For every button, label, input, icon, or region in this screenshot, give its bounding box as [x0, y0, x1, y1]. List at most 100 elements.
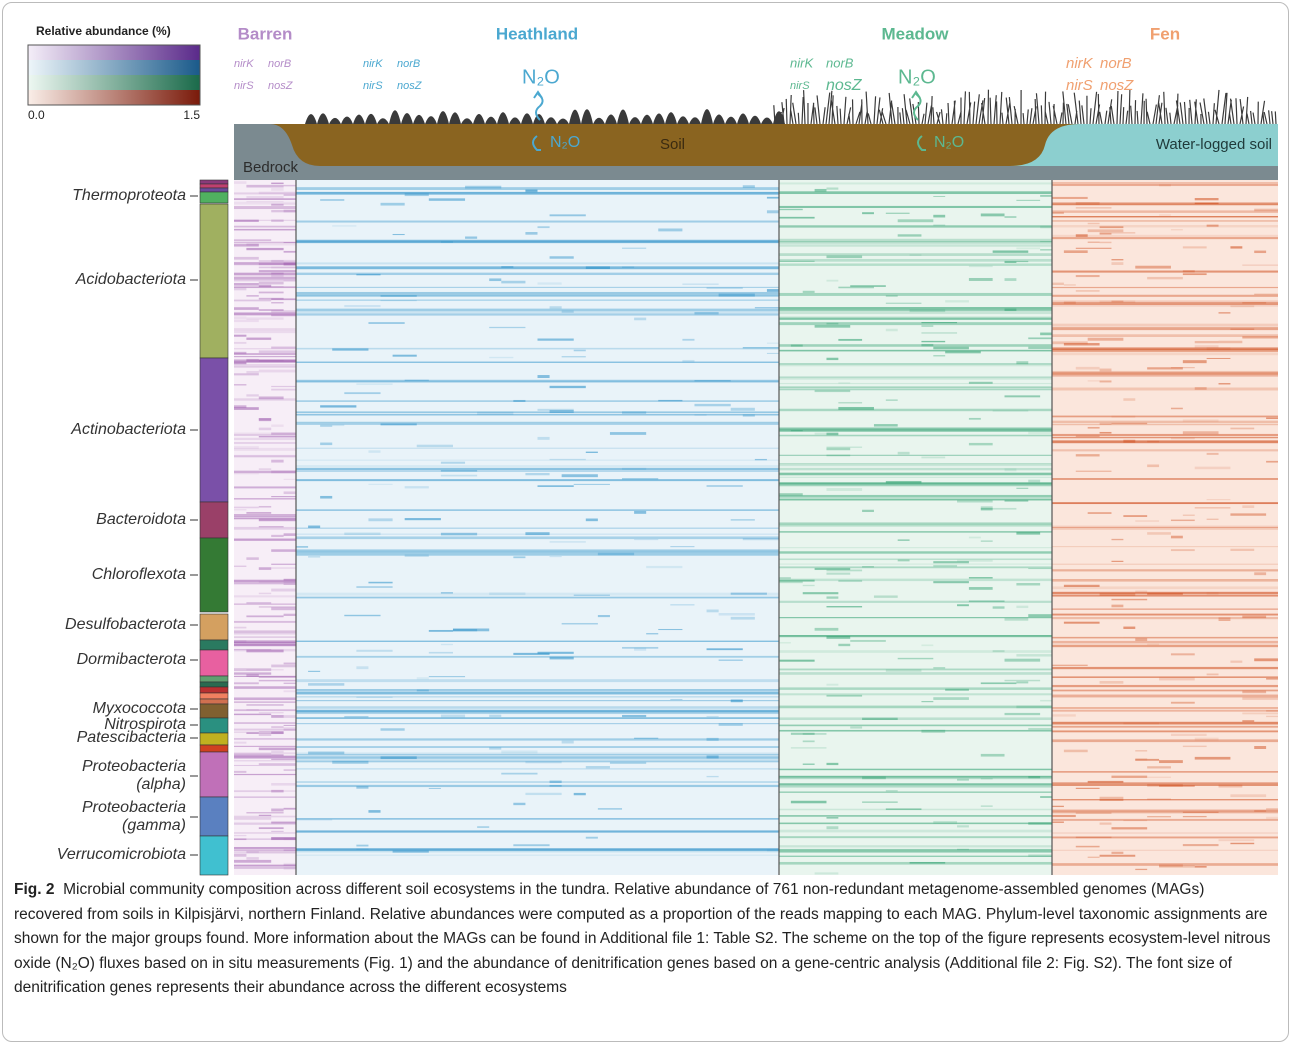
ecosystem-label: Barren	[238, 24, 293, 43]
heatmap-stripe	[779, 216, 815, 219]
heatmap-stripe	[234, 630, 296, 634]
heatmap-stripe	[1028, 346, 1052, 349]
heatmap-stripe	[296, 294, 779, 297]
heatmap-stripe	[1052, 721, 1278, 725]
heatmap-stripe	[779, 483, 1052, 485]
heatmap-stripe	[258, 850, 296, 854]
heatmap-stripe	[549, 656, 574, 660]
heatmap-stripe	[1040, 194, 1052, 197]
heatmap-stripe	[1266, 460, 1278, 463]
heatmap-stripe	[992, 650, 1005, 653]
heatmap-stripe	[296, 854, 779, 856]
gene-label: nirK	[363, 58, 383, 70]
heatmap-stripe	[1052, 216, 1278, 218]
heatmap-stripe	[283, 263, 296, 266]
heatmap-stripe	[234, 362, 247, 365]
heatmap-stripe	[779, 429, 1052, 432]
heatmap-stripe	[779, 182, 1052, 185]
heatmap-stripe	[968, 277, 993, 281]
legend-min: 0.0	[28, 108, 45, 122]
heatmap-stripe	[1063, 584, 1100, 587]
heatmap-stripe	[1182, 815, 1207, 818]
heatmap-stripe	[234, 713, 272, 716]
heatmap-stripe	[1099, 380, 1112, 383]
heatmap-stripe	[779, 815, 1052, 817]
heatmap-stripe	[779, 349, 1052, 352]
heatmap-stripes	[234, 181, 1278, 875]
heatmap-stripe	[440, 470, 478, 472]
heatmap-stripe	[1147, 766, 1171, 769]
heatmap-stripe	[1170, 549, 1195, 552]
heatmap-stripe	[234, 815, 296, 818]
heatmap-stripe	[296, 592, 779, 596]
heatmap-stripe	[933, 564, 958, 567]
heatmap-stripe	[1016, 705, 1052, 709]
heatmap-stripe	[1075, 812, 1112, 814]
heatmap-stripe	[992, 250, 1029, 253]
heatmap-stripe	[1004, 499, 1029, 502]
heatmap-stripe	[296, 851, 779, 853]
heatmap-stripe	[258, 827, 284, 830]
heatmap-stripe	[634, 737, 659, 739]
heatmap-stripe	[1218, 340, 1243, 344]
heatmap-stripe	[258, 284, 272, 287]
heatmap-stripe	[234, 755, 296, 759]
heatmap-stripe	[246, 295, 259, 297]
heatmap-stripe	[320, 424, 345, 427]
vegetation	[305, 109, 785, 124]
heatmap-stripe	[296, 784, 779, 788]
heatmap-stripe	[234, 206, 296, 210]
heatmap-stripe	[779, 386, 1052, 388]
water-logged-soil	[1010, 124, 1278, 166]
phylum-label: Patescibacteria	[77, 729, 186, 746]
heatmap-stripe	[1052, 586, 1278, 590]
heatmap-stripe	[234, 256, 259, 260]
heatmap-stripe	[332, 225, 357, 227]
heatmap-stripe	[634, 510, 647, 514]
heatmap-stripe	[440, 592, 453, 594]
heatmap-stripe	[980, 778, 993, 780]
heatmap-stripe	[234, 697, 296, 701]
heatmap-stripe	[501, 750, 538, 754]
figure: Relative abundance (%) 0.0 1.5 Bedrock S…	[27, 24, 1278, 876]
heatmap-stripe	[622, 411, 647, 414]
heatmap-stripe	[234, 722, 296, 724]
heatmap-stripe	[549, 385, 586, 389]
heatmap-stripe	[380, 295, 417, 297]
heatmap-stripe	[489, 592, 526, 596]
heatmap-stripe	[766, 849, 779, 852]
gene-label: nirK	[790, 55, 814, 70]
heatmap-stripe	[694, 403, 731, 407]
heatmap-stripe	[1052, 591, 1278, 595]
heatmap-stripe	[1206, 224, 1219, 227]
heatmap-stripe	[1123, 439, 1136, 443]
heatmap-stripe	[1016, 199, 1041, 201]
heatmap-stripe	[525, 189, 538, 193]
heatmap-stripe	[706, 715, 719, 718]
heatmap-stripe	[933, 214, 946, 218]
heatmap-stripe	[1194, 387, 1207, 390]
heatmap-stripe	[1052, 436, 1278, 439]
heatmap-stripe	[513, 844, 550, 847]
heatmap-stripe	[779, 617, 1052, 619]
heatmap-stripe	[658, 228, 683, 232]
heatmap-stripe	[234, 686, 296, 689]
heatmap-stripe	[1182, 514, 1195, 516]
heatmap-stripe	[1147, 532, 1171, 535]
heatmap-stripe	[706, 609, 719, 613]
heatmap-stripe	[258, 518, 296, 522]
heatmap-stripe	[1266, 807, 1278, 811]
heatmap-stripe	[234, 353, 296, 356]
heatmap-stripe	[1052, 348, 1278, 352]
heatmap-stripe	[850, 639, 886, 642]
heatmap-stripe	[1230, 427, 1255, 430]
heatmap-stripe	[283, 807, 296, 810]
heatmap-stripe	[921, 343, 934, 347]
heatmap-stripe	[1075, 275, 1100, 278]
heatmap-stripe	[1052, 334, 1278, 338]
heatmap-stripe	[234, 506, 259, 509]
heatmap-stripe	[416, 444, 453, 448]
heatmap-stripe	[1052, 420, 1278, 424]
heatmap-stripe	[1052, 423, 1278, 426]
